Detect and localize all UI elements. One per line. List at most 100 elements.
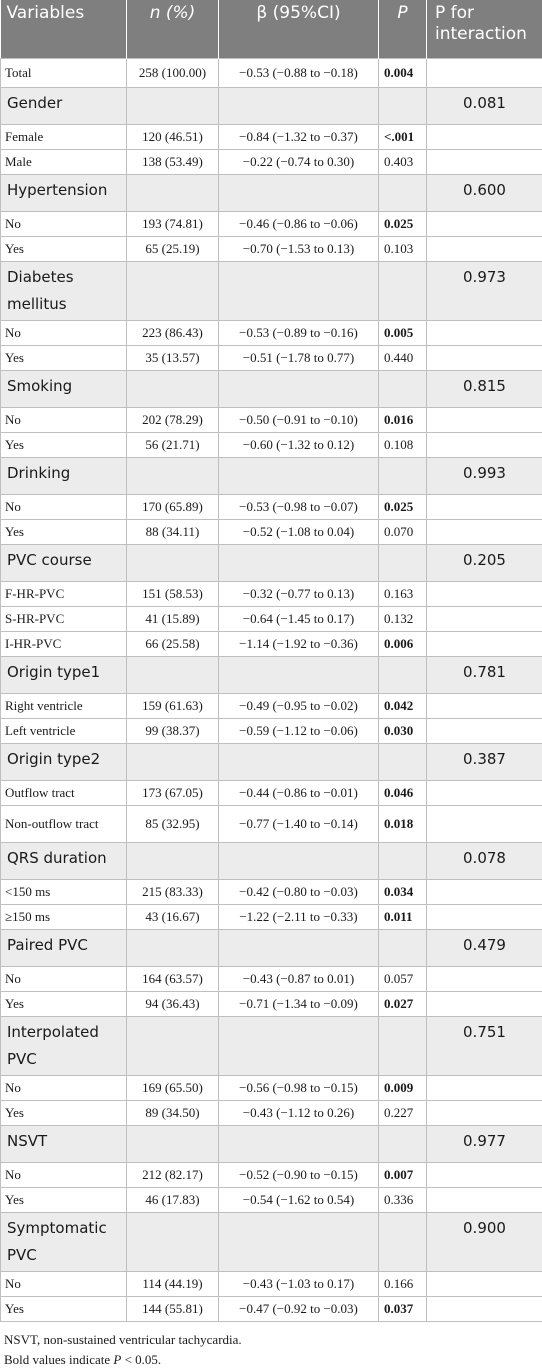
row-beta: −0.22 (−0.74 to 0.30) — [219, 150, 379, 175]
row-interaction — [427, 806, 542, 843]
group-name: Symptomatic PVC — [1, 1213, 127, 1272]
row-label: Male — [1, 150, 127, 175]
group-p-empty — [379, 843, 427, 880]
group-beta-empty — [219, 262, 379, 321]
row-label: No — [1, 495, 127, 520]
row-interaction — [427, 346, 542, 371]
row-label: S-HR-PVC — [1, 607, 127, 632]
row-p: 0.009 — [379, 1076, 427, 1101]
row-interaction — [427, 1076, 542, 1101]
row-interaction — [427, 694, 542, 719]
group-p-empty — [379, 175, 427, 212]
row-interaction — [427, 632, 542, 657]
row-n: 169 (65.50) — [127, 1076, 219, 1101]
group-n-empty — [127, 371, 219, 408]
row-p: 0.163 — [379, 582, 427, 607]
group-name: Hypertension — [1, 175, 127, 212]
group-p-empty — [379, 1213, 427, 1272]
group-beta-empty — [219, 458, 379, 495]
row-n: 41 (15.89) — [127, 607, 219, 632]
header-p-interaction: P for interaction — [427, 0, 542, 59]
row-beta: −0.43 (−1.03 to 0.17) — [219, 1272, 379, 1297]
group-beta-empty — [219, 175, 379, 212]
group-p-empty — [379, 371, 427, 408]
row-beta: −0.56 (−0.98 to −0.15) — [219, 1076, 379, 1101]
row-interaction — [427, 212, 542, 237]
row-label: Yes — [1, 346, 127, 371]
row-beta: −0.70 (−1.53 to 0.13) — [219, 237, 379, 262]
row-label: Female — [1, 125, 127, 150]
row-n: 65 (25.19) — [127, 237, 219, 262]
group-name: PVC course — [1, 545, 127, 582]
group-beta-empty — [219, 657, 379, 694]
group-name: Diabetes mellitus — [1, 262, 127, 321]
row-n: 46 (17.83) — [127, 1188, 219, 1213]
row-beta: −1.14 (−1.92 to −0.36) — [219, 632, 379, 657]
group-n-empty — [127, 262, 219, 321]
header-variables: Variables — [1, 0, 127, 59]
row-interaction — [427, 582, 542, 607]
group-p-empty — [379, 545, 427, 582]
group-interaction: 0.078 — [427, 843, 542, 880]
row-p: 0.070 — [379, 520, 427, 545]
row-beta: −0.43 (−1.12 to 0.26) — [219, 1101, 379, 1126]
row-n: 94 (36.43) — [127, 992, 219, 1017]
group-name: Drinking — [1, 458, 127, 495]
row-label: No — [1, 408, 127, 433]
row-beta: −0.32 (−0.77 to 0.13) — [219, 582, 379, 607]
group-n-empty — [127, 1017, 219, 1076]
group-p-empty — [379, 88, 427, 125]
row-beta: −0.49 (−0.95 to −0.02) — [219, 694, 379, 719]
group-name: Smoking — [1, 371, 127, 408]
row-interaction — [427, 433, 542, 458]
row-p: 0.025 — [379, 495, 427, 520]
row-p: 0.403 — [379, 150, 427, 175]
row-p: 0.103 — [379, 237, 427, 262]
row-n: 159 (61.63) — [127, 694, 219, 719]
row-label: <150 ms — [1, 880, 127, 905]
footnote-bold-p: P — [113, 1352, 121, 1367]
row-interaction — [427, 880, 542, 905]
row-beta: −0.53 (−0.88 to −0.18) — [219, 59, 379, 88]
row-p: 0.166 — [379, 1272, 427, 1297]
group-beta-empty — [219, 1213, 379, 1272]
row-p: 0.132 — [379, 607, 427, 632]
row-n: 151 (58.53) — [127, 582, 219, 607]
row-label: No — [1, 321, 127, 346]
row-p: 0.037 — [379, 1297, 427, 1322]
row-beta: −0.44 (−0.86 to −0.01) — [219, 781, 379, 806]
group-name: Origin type2 — [1, 744, 127, 781]
row-beta: −0.50 (−0.91 to −0.10) — [219, 408, 379, 433]
group-interaction: 0.387 — [427, 744, 542, 781]
header-n: n (%) — [127, 0, 219, 59]
row-beta: −0.84 (−1.32 to −0.37) — [219, 125, 379, 150]
row-label: No — [1, 1272, 127, 1297]
group-p-empty — [379, 657, 427, 694]
row-label: Yes — [1, 1188, 127, 1213]
row-interaction — [427, 125, 542, 150]
table-row-total: Total 258 (100.00) −0.53 (−0.88 to −0.18… — [1, 59, 542, 88]
header-beta: β (95%CI) — [219, 0, 379, 59]
row-p: 0.016 — [379, 408, 427, 433]
group-name: Paired PVC — [1, 930, 127, 967]
group-interaction: 0.479 — [427, 930, 542, 967]
group-interaction: 0.973 — [427, 262, 542, 321]
